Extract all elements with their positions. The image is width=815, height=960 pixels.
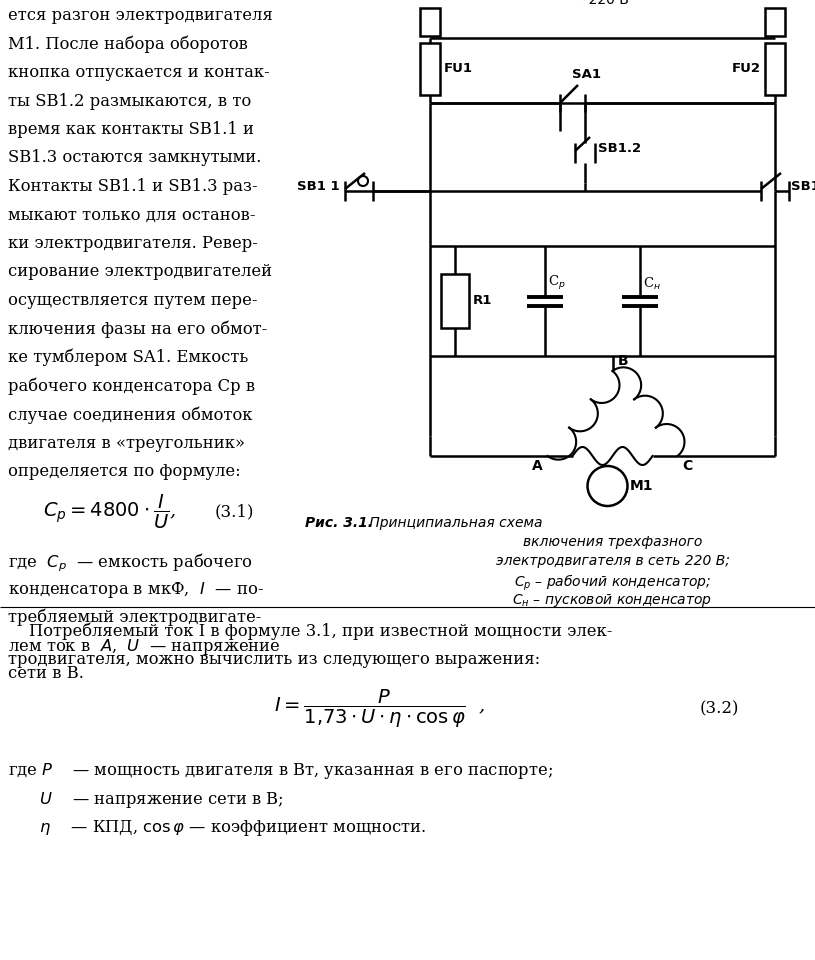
Text: R1: R1: [473, 295, 492, 307]
Text: кнопка отпускается и контак-: кнопка отпускается и контак-: [8, 64, 270, 81]
Text: электродвигателя в сеть 220 В;: электродвигателя в сеть 220 В;: [496, 554, 729, 568]
Text: включения трехфазного: включения трехфазного: [522, 535, 703, 549]
Text: мыкают только для останов-: мыкают только для останов-: [8, 206, 255, 224]
Text: рабочего конденсатора Cp в: рабочего конденсатора Cp в: [8, 377, 255, 395]
Text: ется разгон электродвигателя: ется разгон электродвигателя: [8, 7, 273, 24]
Text: Рис. 3.1.: Рис. 3.1.: [305, 516, 373, 530]
Text: где $P$    — мощность двигателя в Вт, указанная в его паспорте;: где $P$ — мощность двигателя в Вт, указа…: [8, 761, 553, 781]
Text: SB1.3 остаются замкнутыми.: SB1.3 остаются замкнутыми.: [8, 150, 262, 166]
Bar: [765, 8, 785, 36]
Text: C$_р$: C$_р$: [548, 275, 566, 293]
Text: двигателя в «треугольник»: двигателя в «треугольник»: [8, 435, 245, 451]
Text: Принципиальная схема: Принципиальная схема: [365, 516, 543, 530]
Text: $C_н$ – пусковой конденсатор: $C_н$ – пусковой конденсатор: [513, 592, 712, 609]
Text: где  $C_p$  — емкость рабочего: где $C_p$ — емкость рабочего: [8, 551, 253, 574]
Bar: [441, 274, 469, 328]
Text: C$_н$: C$_н$: [643, 276, 661, 293]
Text: ке тумблером SA1. Емкость: ке тумблером SA1. Емкость: [8, 349, 249, 367]
Text: $C_p$ – рабочий конденсатор;: $C_p$ – рабочий конденсатор;: [513, 573, 711, 593]
Text: $I = \dfrac{P}{1{,}73 \cdot U \cdot \eta \cdot \cos\varphi}$  ,: $I = \dfrac{P}{1{,}73 \cdot U \cdot \eta…: [274, 688, 486, 731]
Text: (3.2): (3.2): [700, 701, 739, 718]
Text: Контакты SB1.1 и SB1.3 раз-: Контакты SB1.1 и SB1.3 раз-: [8, 178, 258, 195]
Text: B: B: [618, 354, 628, 368]
Bar: [420, 43, 440, 95]
Text: SB1.3: SB1.3: [791, 180, 815, 193]
Text: лем ток в  $А$,  $U$  — напряжение: лем ток в $А$, $U$ — напряжение: [8, 637, 280, 657]
Text: сети в В.: сети в В.: [8, 665, 84, 683]
Text: FU2: FU2: [732, 62, 761, 76]
Bar: [765, 43, 785, 95]
Text: M1: M1: [629, 479, 653, 493]
Text: ки электродвигателя. Ревер-: ки электродвигателя. Ревер-: [8, 235, 258, 252]
Text: определяется по формуле:: определяется по формуле:: [8, 463, 240, 480]
Text: случае соединения обмоток: случае соединения обмоток: [8, 406, 253, 423]
Text: SB1 1: SB1 1: [297, 180, 340, 193]
Text: требляемый электродвигате-: требляемый электродвигате-: [8, 609, 262, 626]
Text: $\eta$    — КПД, $\cos\varphi$ — коэффициент мощности.: $\eta$ — КПД, $\cos\varphi$ — коэффициен…: [8, 818, 426, 838]
Text: конденсатора в мкФ,  $I$  — по-: конденсатора в мкФ, $I$ — по-: [8, 580, 264, 600]
Text: C: C: [682, 459, 693, 473]
Text: тродвигателя, можно вычислить из следующего выражения:: тродвигателя, можно вычислить из следующ…: [8, 652, 540, 668]
Text: Потребляемый ток I в формуле 3.1, при известной мощности элек-: Потребляемый ток I в формуле 3.1, при из…: [8, 623, 612, 640]
Text: (3.1): (3.1): [215, 503, 254, 520]
Text: SB1.2: SB1.2: [598, 141, 641, 155]
Text: осуществляется путем пере-: осуществляется путем пере-: [8, 292, 258, 309]
Bar: [420, 8, 440, 36]
Text: A: A: [531, 459, 543, 473]
Text: $C_p = 4800 \cdot \dfrac{I}{U}$,: $C_p = 4800 \cdot \dfrac{I}{U}$,: [43, 492, 177, 531]
Text: время как контакты SB1.1 и: время как контакты SB1.1 и: [8, 121, 254, 138]
Text: FU1: FU1: [444, 62, 473, 76]
Text: ~220 В: ~220 В: [576, 0, 628, 7]
Text: $U$    — напряжение сети в В;: $U$ — напряжение сети в В;: [8, 790, 284, 809]
Text: сирование электродвигателей: сирование электродвигателей: [8, 263, 272, 280]
Text: SA1: SA1: [572, 68, 601, 81]
Text: М1. После набора оборотов: М1. После набора оборотов: [8, 36, 248, 53]
Text: ключения фазы на его обмот-: ключения фазы на его обмот-: [8, 321, 267, 338]
Text: ты SB1.2 размыкаются, в то: ты SB1.2 размыкаются, в то: [8, 92, 251, 109]
